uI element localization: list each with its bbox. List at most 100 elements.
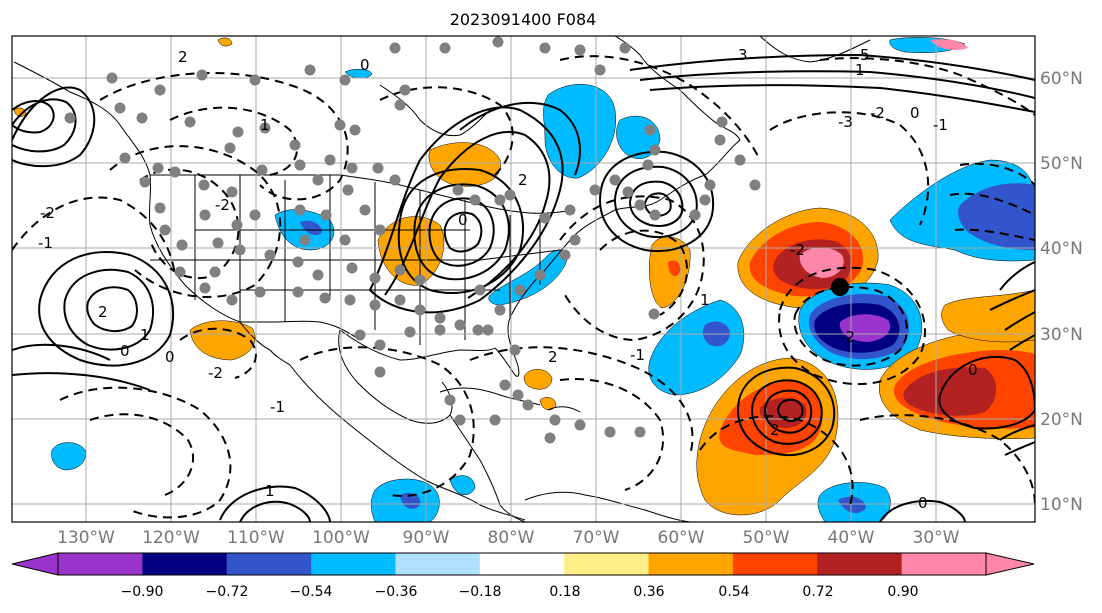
contour-neg-mid-atlantic [769, 111, 930, 226]
contour-label: 0 [165, 348, 175, 366]
lon-label: 70°W [573, 528, 620, 548]
station-dot [434, 312, 446, 324]
station-dot [339, 234, 351, 246]
shade-blue-plains [300, 220, 322, 236]
border-us-mexico [240, 320, 361, 341]
coastline-us-west [149, 224, 241, 323]
contour-label: 2 [178, 48, 188, 66]
station-dot [106, 72, 118, 84]
coastline-baja [239, 321, 291, 366]
station-dot [499, 379, 511, 391]
colorbar-label: 0.18 [549, 584, 580, 600]
contour-label: -2 [870, 104, 885, 122]
contour-neg-north-central [379, 86, 514, 176]
station-dot [604, 426, 616, 438]
contour-label: 1 [265, 482, 275, 500]
contour-pos-pacific-nw-low [12, 86, 96, 168]
colorbar-label: −0.36 [375, 584, 418, 600]
station-dot [494, 194, 506, 206]
contour-label: 0 [360, 56, 370, 74]
station-dot [642, 159, 654, 171]
contour-neg-west-us [139, 168, 240, 280]
station-dot [232, 126, 244, 138]
station-dot [114, 102, 126, 114]
station-dot [159, 224, 171, 236]
station-dot [342, 184, 354, 196]
contour-neg-east-atlantic [949, 162, 1035, 241]
contour-neg-canada-2 [169, 106, 299, 176]
contours-negative [12, 55, 1035, 519]
lat-label: 50°N [1040, 154, 1083, 174]
station-dot [259, 122, 271, 134]
contour-pos-east-atlantic-low-2 [989, 261, 1035, 351]
station-dot [749, 179, 761, 191]
station-dot [312, 269, 324, 281]
contour-pos-trough-east [368, 106, 564, 314]
contour-neg-caribbean-2 [559, 378, 665, 491]
contour-neg-labrador [559, 55, 761, 161]
border-us-canada [150, 174, 576, 214]
contour-pos-south-pacific [219, 485, 331, 522]
contour-label: 0 [458, 211, 468, 229]
station-dot [649, 209, 661, 221]
shade-cyan-central-america [449, 475, 476, 495]
shade-cyan-hudson [344, 69, 373, 79]
station-dot [589, 184, 601, 196]
lat-label: 20°N [1040, 410, 1083, 430]
contour-label: -3 [838, 113, 853, 131]
station-dot [196, 69, 208, 81]
station-dot [346, 162, 358, 174]
contour-pos-newengland-low-3 [628, 180, 684, 227]
contour-label: 5 [860, 46, 870, 64]
station-dot [649, 144, 661, 156]
contour-label: 1 [140, 326, 150, 344]
station-dot [292, 286, 304, 298]
station-dot [404, 326, 416, 338]
coastline-hispaniola [547, 406, 581, 413]
station-dot [619, 42, 631, 54]
station-dot [374, 224, 386, 236]
chart-title: 2023091400 F084 [450, 10, 597, 29]
lat-label: 60°N [1040, 69, 1083, 89]
contour-pos-trough-east-2 [384, 131, 551, 299]
station-dot [254, 286, 266, 298]
station-dot [414, 304, 426, 316]
station-dot [474, 284, 486, 296]
contour-pos-pacific-high-3 [86, 286, 138, 332]
colorbar-label: −0.72 [206, 584, 249, 600]
contour-neg-pacific [12, 196, 176, 276]
station-dot [444, 394, 456, 406]
station-dot [304, 64, 316, 76]
station-dot [494, 304, 506, 316]
contour-label: 2 [770, 421, 780, 439]
contour-neg-pacific-south-2 [89, 413, 194, 496]
colorbar-segment [311, 553, 396, 575]
contour-pos-tropical-low-3 [763, 389, 813, 434]
colorbar-segment [479, 553, 565, 575]
station-dot [716, 116, 728, 128]
station-dot [472, 324, 484, 336]
contour-pos-north-atlantic-jet-1 [629, 53, 1035, 81]
contour-label: -1 [630, 346, 645, 364]
lon-label: 80°W [488, 528, 535, 548]
station-dot [534, 269, 546, 281]
station-dot [136, 112, 148, 124]
colorbar-extend-low [12, 553, 58, 575]
contour-label: -1 [38, 234, 53, 252]
longitude-labels: 130°W 120°W 110°W 100°W 90°W 80°W 70°W 6… [57, 528, 960, 548]
station-dot [119, 152, 131, 164]
contour-pos-south-pacific-2 [239, 500, 311, 522]
station-dot [399, 84, 411, 96]
station-dot [439, 42, 451, 54]
station-dot [312, 174, 324, 186]
station-dot [294, 159, 306, 171]
station-dot [176, 239, 188, 251]
station-dot [434, 324, 446, 336]
station-dot [199, 282, 211, 294]
station-dot [574, 419, 586, 431]
shade-pink-greenland [930, 39, 968, 50]
contour-neg-greenland [819, 57, 1035, 116]
coastline-newfoundland [679, 89, 741, 176]
station-dot [489, 414, 501, 426]
